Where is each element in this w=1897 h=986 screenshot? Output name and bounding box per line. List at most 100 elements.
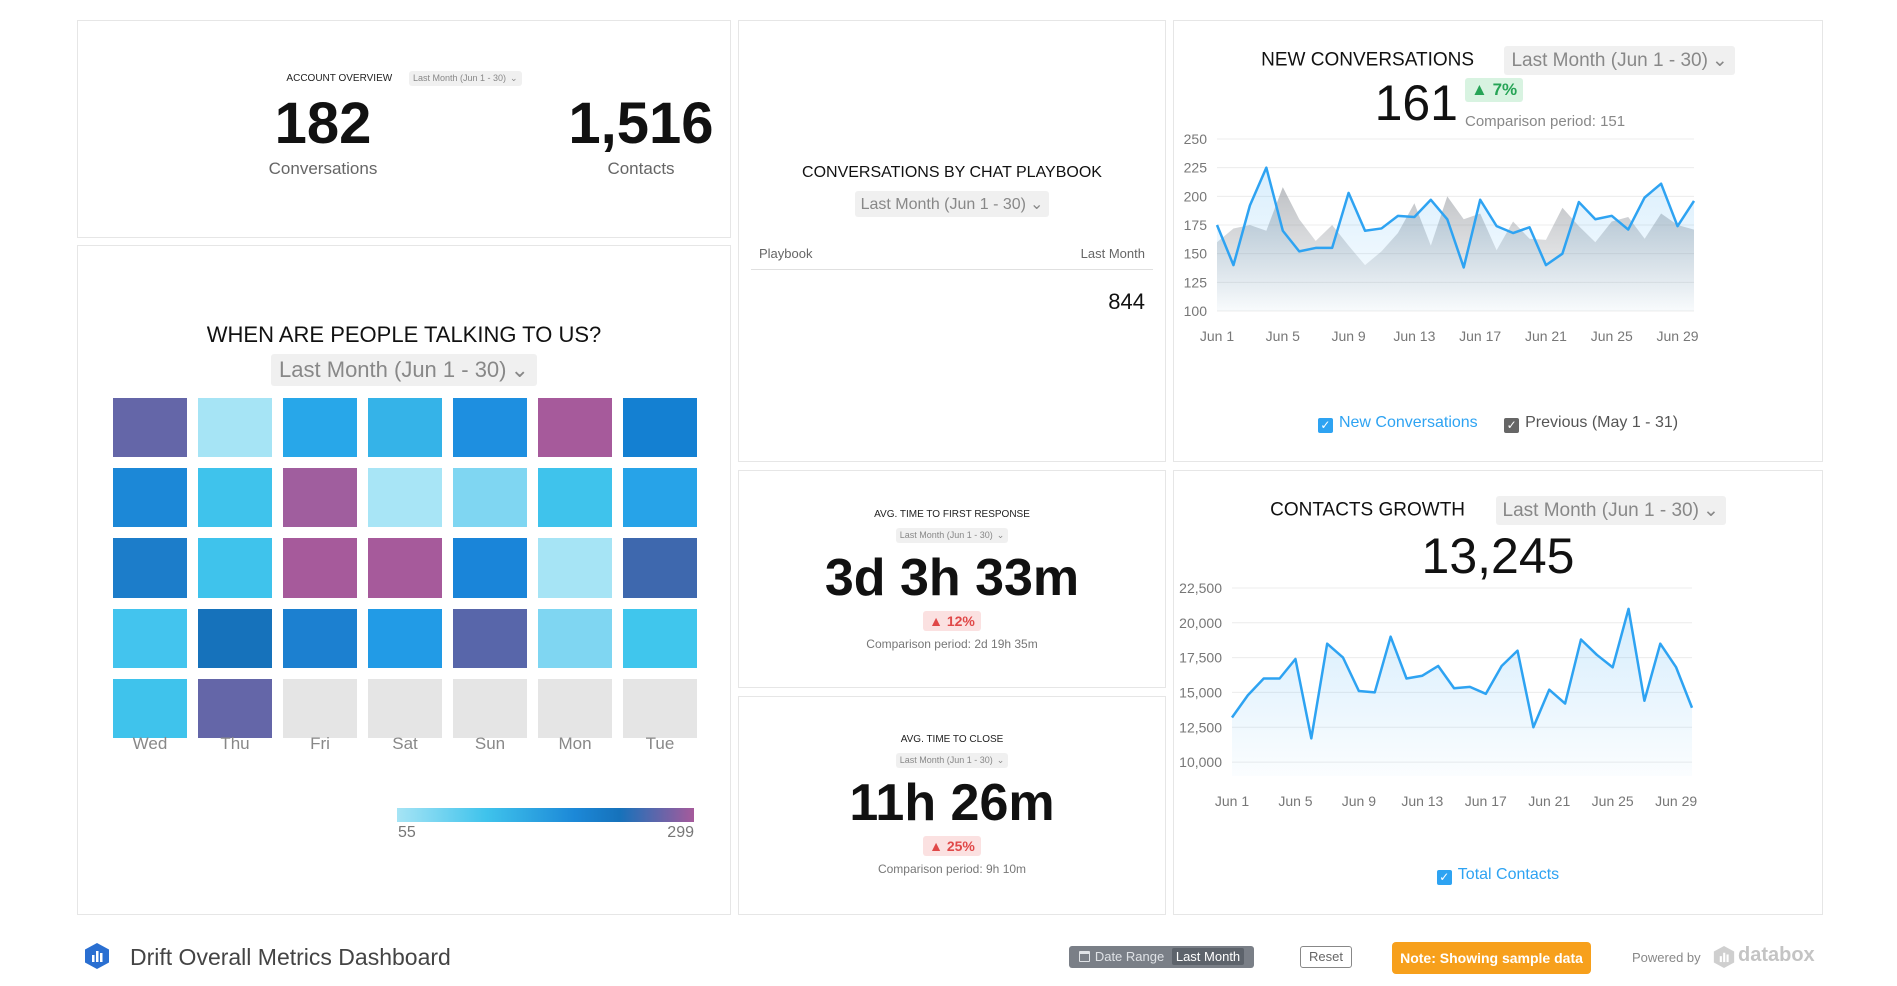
new-conversations-card: NEW CONVERSATIONS Last Month (Jun 1 - 30…	[1173, 20, 1823, 462]
heatmap-cell	[453, 538, 527, 598]
playbook-col-right: Last Month	[1080, 246, 1145, 261]
heatmap-day-labels: Wed Thu Fri Sat Sun Mon Tue	[113, 734, 697, 756]
checkbox-checked-icon: ✓	[1504, 418, 1520, 433]
contacts-metric: 1,516 Contacts	[491, 89, 791, 179]
chevron-down-icon: ⌄	[1030, 196, 1044, 213]
date-range-button[interactable]: Date Range Last Month	[1069, 946, 1254, 968]
time-to-close-date-dropdown[interactable]: Last Month (Jun 1 - 30) ⌄	[895, 753, 1009, 768]
contacts-growth-card: CONTACTS GROWTH Last Month (Jun 1 - 30) ⌄…	[1173, 470, 1823, 915]
contacts-growth-header: CONTACTS GROWTH Last Month (Jun 1 - 30) ⌄	[1174, 496, 1822, 525]
contacts-growth-legend: ✓ Total Contacts	[1174, 866, 1822, 885]
new-conversations-header: NEW CONVERSATIONS Last Month (Jun 1 - 30…	[1174, 46, 1822, 75]
contacts-growth-title: CONTACTS GROWTH	[1270, 499, 1466, 521]
series-line	[1230, 607, 1694, 740]
new-conversations-date-dropdown[interactable]: Last Month (Jun 1 - 30) ⌄	[1504, 46, 1735, 75]
chevron-down-icon: ⌄	[1702, 500, 1719, 521]
account-overview-date-dropdown[interactable]: Last Month (Jun 1 - 30) ⌄	[408, 71, 522, 86]
y-tick-label: 10,000	[1179, 754, 1222, 770]
y-tick-label: 17,500	[1179, 650, 1222, 666]
first-response-date-dropdown[interactable]: Last Month (Jun 1 - 30) ⌄	[895, 528, 1009, 543]
heatmap-cell	[283, 468, 357, 528]
date-range-value: Last Month	[1171, 948, 1245, 965]
heatmap-cell	[368, 398, 442, 458]
heatmap-cell	[198, 468, 272, 528]
dashboard-title: Drift Overall Metrics Dashboard	[130, 944, 451, 970]
reset-button[interactable]: Reset	[1300, 946, 1352, 968]
y-tick-label: 250	[1184, 131, 1208, 147]
heatmap-date-dropdown[interactable]: Last Month (Jun 1 - 30) ⌄	[271, 354, 537, 386]
y-tick-label: 15,000	[1179, 684, 1222, 700]
legend-item-new-conversations[interactable]: ✓ New Conversations	[1317, 414, 1478, 433]
heatmap-cell	[198, 538, 272, 598]
heatmap-grid	[113, 398, 697, 738]
heatmap-cell	[538, 468, 612, 528]
time-to-close-title: AVG. TIME TO CLOSE	[900, 734, 1004, 745]
calendar-icon	[1078, 951, 1090, 962]
playbook-card: CONVERSATIONS BY CHAT PLAYBOOK Last Mont…	[738, 20, 1166, 462]
y-tick-label: 175	[1184, 217, 1208, 233]
x-tick-label: Jun 21	[1525, 328, 1567, 344]
x-tick-label: Jun 1	[1200, 328, 1234, 344]
y-tick-label: 200	[1184, 188, 1208, 204]
heatmap-cell	[368, 538, 442, 598]
account-overview-title: ACCOUNT OVERVIEW	[286, 73, 393, 84]
heatmap-day-label: Sat	[392, 734, 418, 753]
contacts-value: 1,516	[568, 91, 714, 156]
y-tick-label: 100	[1184, 303, 1208, 319]
heatmap-cell	[623, 608, 697, 668]
chevron-down-icon: ⌄	[996, 530, 1005, 540]
databox-brand: databox	[1738, 944, 1815, 966]
heatmap-cell	[453, 608, 527, 668]
playbook-col-left: Playbook	[759, 246, 813, 261]
x-tick-label: Jun 29	[1655, 793, 1697, 809]
time-to-close-card: AVG. TIME TO CLOSE Last Month (Jun 1 - 3…	[738, 696, 1166, 915]
chevron-down-icon: ⌄	[1711, 50, 1728, 71]
x-tick-label: Jun 21	[1528, 793, 1570, 809]
first-response-change-badge: ▲ 12%	[923, 611, 981, 631]
series-area	[1217, 167, 1694, 311]
new-conversations-chart: 100 125 150 175 200 225 250 Jun 1 Jun 5 Jun 9 Jun …	[1184, 131, 1699, 344]
y-tick-label: 12,500	[1179, 719, 1222, 735]
x-tick-label: Jun 5	[1278, 793, 1312, 809]
y-tick-label: 150	[1184, 246, 1208, 262]
y-tick-label: 20,000	[1179, 615, 1222, 631]
time-to-close-change-badge: ▲ 25%	[923, 836, 981, 856]
x-tick-label: Jun 29	[1657, 328, 1699, 344]
playbook-divider	[751, 269, 1153, 270]
new-conversations-change-badge: ▲ 7%	[1465, 78, 1524, 102]
heatmap-legend-max: 299	[667, 824, 694, 841]
heatmap-cell	[283, 678, 357, 738]
y-tick-label: 225	[1184, 160, 1208, 176]
new-conversations-title: NEW CONVERSATIONS	[1261, 49, 1475, 71]
contacts-growth-date-dropdown[interactable]: Last Month (Jun 1 - 30) ⌄	[1495, 496, 1726, 525]
heatmap-cell	[198, 608, 272, 668]
x-tick-label: Jun 1	[1215, 793, 1249, 809]
sample-data-note: Note: Showing sample data	[1392, 942, 1591, 974]
series-area	[1232, 608, 1692, 776]
heatmap-cell	[113, 398, 187, 458]
conversations-value: 182	[274, 91, 372, 156]
x-tick-label: Jun 5	[1266, 328, 1300, 344]
databox-logo-icon	[85, 943, 109, 969]
chevron-down-icon: ⌄	[510, 357, 529, 382]
heatmap-cell	[368, 678, 442, 738]
new-conversations-comparison: Comparison period: 151	[1465, 113, 1626, 130]
x-tick-label: Jun 9	[1342, 793, 1376, 809]
heatmap-day-label: Sun	[474, 734, 506, 753]
x-tick-label: Jun 25	[1591, 328, 1633, 344]
contacts-label: Contacts	[607, 159, 675, 178]
first-response-card: AVG. TIME TO FIRST RESPONSE Last Month (…	[738, 470, 1166, 688]
chevron-down-icon: ⌄	[996, 755, 1005, 765]
heatmap-day-label: Wed	[132, 734, 168, 753]
x-tick-label: Jun 13	[1401, 793, 1443, 809]
new-conversations-value: 161	[1374, 75, 1458, 131]
legend-item-total-contacts[interactable]: ✓ Total Contacts	[1436, 866, 1559, 885]
heatmap-cell	[538, 398, 612, 458]
conversations-metric: 182 Conversations	[173, 89, 473, 179]
heatmap-day-label: Tue	[645, 734, 675, 753]
playbook-date-dropdown[interactable]: Last Month (Jun 1 - 30) ⌄	[854, 191, 1050, 217]
heatmap-cell	[368, 468, 442, 528]
chevron-down-icon: ⌄	[510, 73, 518, 83]
x-tick-label: Jun 13	[1393, 328, 1435, 344]
legend-item-previous[interactable]: ✓ Previous (May 1 - 31)	[1504, 414, 1678, 433]
